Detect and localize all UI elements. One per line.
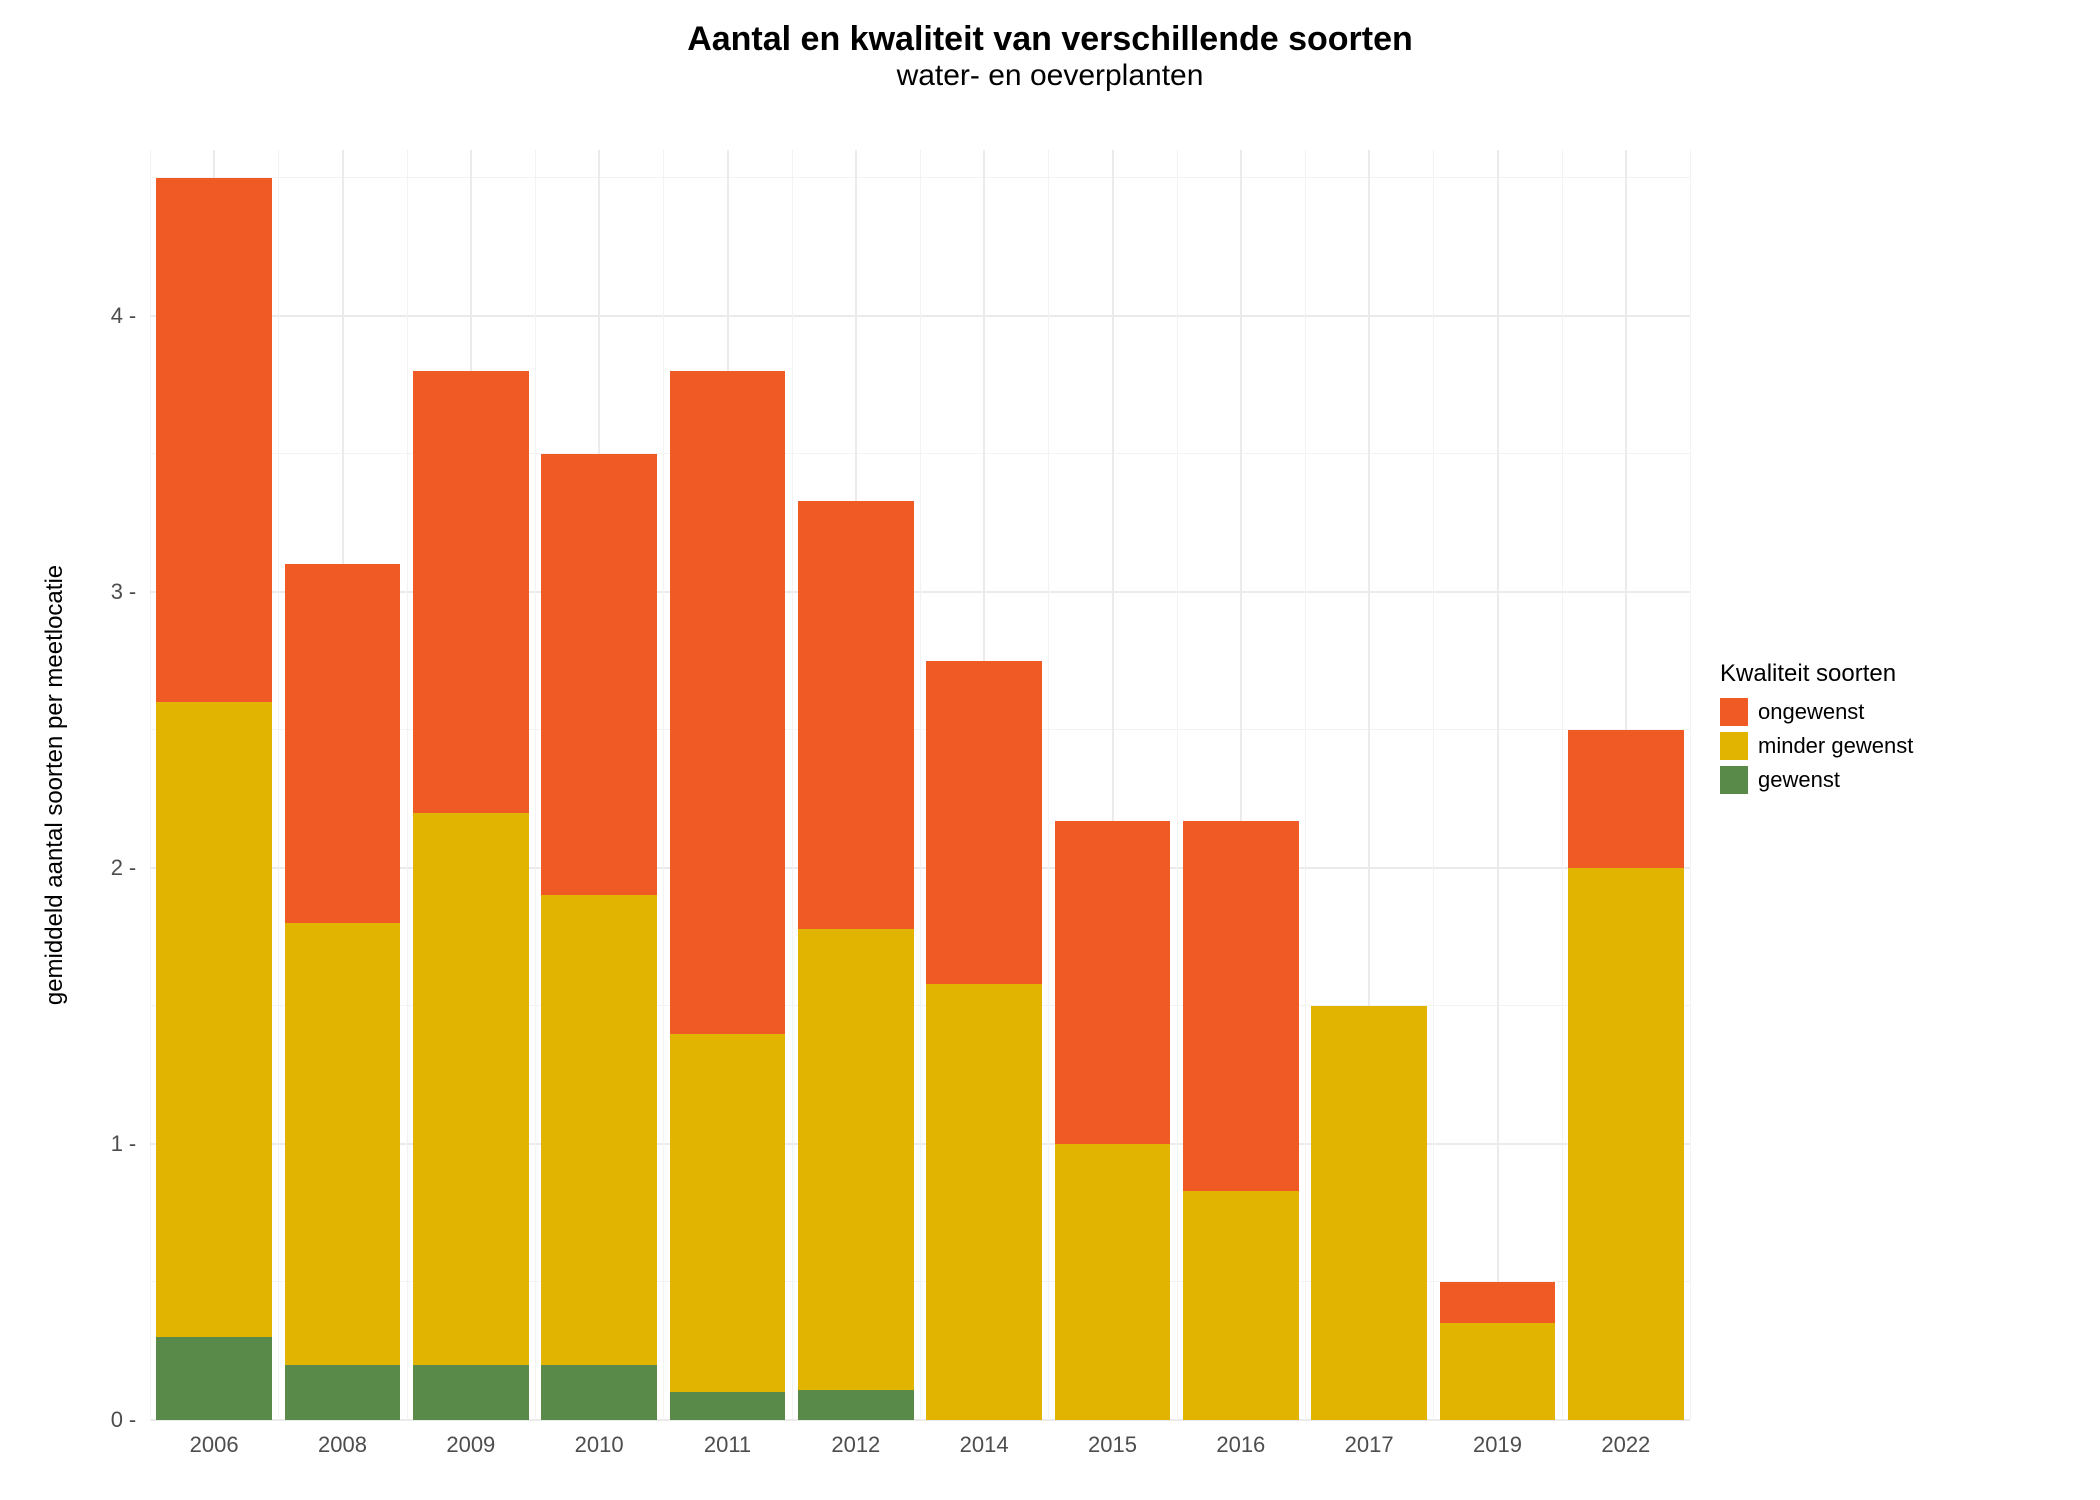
- gridline-v-minor: [535, 150, 536, 1420]
- bar-segment-ongewenst: [670, 371, 786, 1034]
- bar-segment-gewenst: [798, 1390, 914, 1420]
- x-tick-label: 2017: [1345, 1420, 1394, 1458]
- gridline-v-minor: [792, 150, 793, 1420]
- x-tick-label: 2011: [704, 1420, 751, 1458]
- gridline-v-minor: [1562, 150, 1563, 1420]
- bar-segment-minder_gewenst: [1568, 868, 1684, 1420]
- gridline-v-minor: [407, 150, 408, 1420]
- x-tick-label: 2019: [1473, 1420, 1522, 1458]
- gridline-v-minor: [150, 150, 151, 1420]
- x-tick-label: 2012: [831, 1420, 880, 1458]
- gridline-v-minor: [920, 150, 921, 1420]
- bar-segment-minder_gewenst: [156, 702, 272, 1337]
- bar-segment-minder_gewenst: [1183, 1191, 1299, 1420]
- x-tick-label: 2006: [190, 1420, 239, 1458]
- bar-stack: [1311, 1006, 1427, 1420]
- bar-segment-ongewenst: [156, 178, 272, 703]
- bar-segment-gewenst: [285, 1365, 401, 1420]
- bar-segment-ongewenst: [1183, 821, 1299, 1191]
- gridline-v-minor: [1305, 150, 1306, 1420]
- bar-segment-ongewenst: [541, 454, 657, 896]
- bar-stack: [285, 564, 401, 1420]
- bar-stack: [1568, 730, 1684, 1420]
- gridline-v-minor: [1433, 150, 1434, 1420]
- bar-stack: [156, 178, 272, 1420]
- bar-segment-minder_gewenst: [670, 1034, 786, 1393]
- bar-stack: [541, 454, 657, 1420]
- gridline-v-minor: [1177, 150, 1178, 1420]
- y-tick-label: 4-: [111, 303, 150, 329]
- bar-stack: [1440, 1282, 1556, 1420]
- y-tick-label: 1-: [111, 1131, 150, 1157]
- chart-subtitle: water- en oeverplanten: [20, 59, 2080, 93]
- legend-label: minder gewenst: [1758, 733, 1913, 759]
- bar-stack: [798, 501, 914, 1420]
- bar-segment-ongewenst: [926, 661, 1042, 984]
- y-tick-label: 3-: [111, 579, 150, 605]
- bar-stack: [1183, 821, 1299, 1420]
- bar-segment-minder_gewenst: [1440, 1323, 1556, 1420]
- bar-segment-ongewenst: [798, 501, 914, 929]
- legend: Kwaliteit soorten ongewenst minder gewens…: [1720, 660, 1913, 800]
- bar-segment-ongewenst: [1568, 730, 1684, 868]
- x-tick-label: 2009: [446, 1420, 495, 1458]
- bar-stack: [926, 661, 1042, 1420]
- bar-segment-gewenst: [413, 1365, 529, 1420]
- legend-item-ongewenst: ongewenst: [1720, 698, 1913, 726]
- plot-area: 0-1-2-3-4-200620082009201020112012201420…: [150, 150, 1690, 1420]
- bar-stack: [670, 371, 786, 1420]
- legend-title: Kwaliteit soorten: [1720, 660, 1913, 688]
- x-tick-label: 2015: [1088, 1420, 1137, 1458]
- gridline-v-minor: [663, 150, 664, 1420]
- plot-wrap: 0-1-2-3-4-200620082009201020112012201420…: [150, 150, 1690, 1420]
- bar-segment-ongewenst: [1440, 1282, 1556, 1323]
- x-tick-label: 2014: [960, 1420, 1009, 1458]
- bar-segment-gewenst: [541, 1365, 657, 1420]
- gridline-v-minor: [278, 150, 279, 1420]
- legend-swatch: [1720, 698, 1748, 726]
- chart-container: Aantal en kwaliteit van verschillende so…: [20, 20, 2080, 1480]
- gridline-v-minor: [1690, 150, 1691, 1420]
- legend-item-gewenst: gewenst: [1720, 766, 1913, 794]
- bar-segment-gewenst: [156, 1337, 272, 1420]
- x-tick-label: 2022: [1601, 1420, 1650, 1458]
- legend-swatch: [1720, 732, 1748, 760]
- bar-segment-minder_gewenst: [285, 923, 401, 1365]
- y-tick-label: 2-: [111, 855, 150, 881]
- x-tick-label: 2016: [1216, 1420, 1265, 1458]
- chart-title: Aantal en kwaliteit van verschillende so…: [20, 20, 2080, 59]
- x-tick-label: 2008: [318, 1420, 367, 1458]
- bar-segment-minder_gewenst: [1055, 1144, 1171, 1420]
- legend-label: ongewenst: [1758, 699, 1864, 725]
- bar-segment-minder_gewenst: [413, 813, 529, 1365]
- bar-segment-minder_gewenst: [926, 984, 1042, 1420]
- bar-stack: [413, 371, 529, 1420]
- y-axis-label: gemiddeld aantal soorten per meetlocatie: [41, 565, 69, 1005]
- legend-items: ongewenst minder gewenst gewenst: [1720, 698, 1913, 794]
- bar-segment-minder_gewenst: [1311, 1006, 1427, 1420]
- legend-label: gewenst: [1758, 767, 1840, 793]
- bar-segment-minder_gewenst: [798, 929, 914, 1390]
- bar-segment-gewenst: [670, 1392, 786, 1420]
- gridline-v: [1497, 150, 1499, 1420]
- bar-segment-ongewenst: [1055, 821, 1171, 1144]
- bar-stack: [1055, 821, 1171, 1420]
- x-tick-label: 2010: [575, 1420, 624, 1458]
- bar-segment-ongewenst: [285, 564, 401, 923]
- legend-item-minder_gewenst: minder gewenst: [1720, 732, 1913, 760]
- legend-swatch: [1720, 766, 1748, 794]
- gridline-v-minor: [1048, 150, 1049, 1420]
- bar-segment-ongewenst: [413, 371, 529, 813]
- y-tick-label: 0-: [111, 1407, 150, 1433]
- bar-segment-minder_gewenst: [541, 895, 657, 1364]
